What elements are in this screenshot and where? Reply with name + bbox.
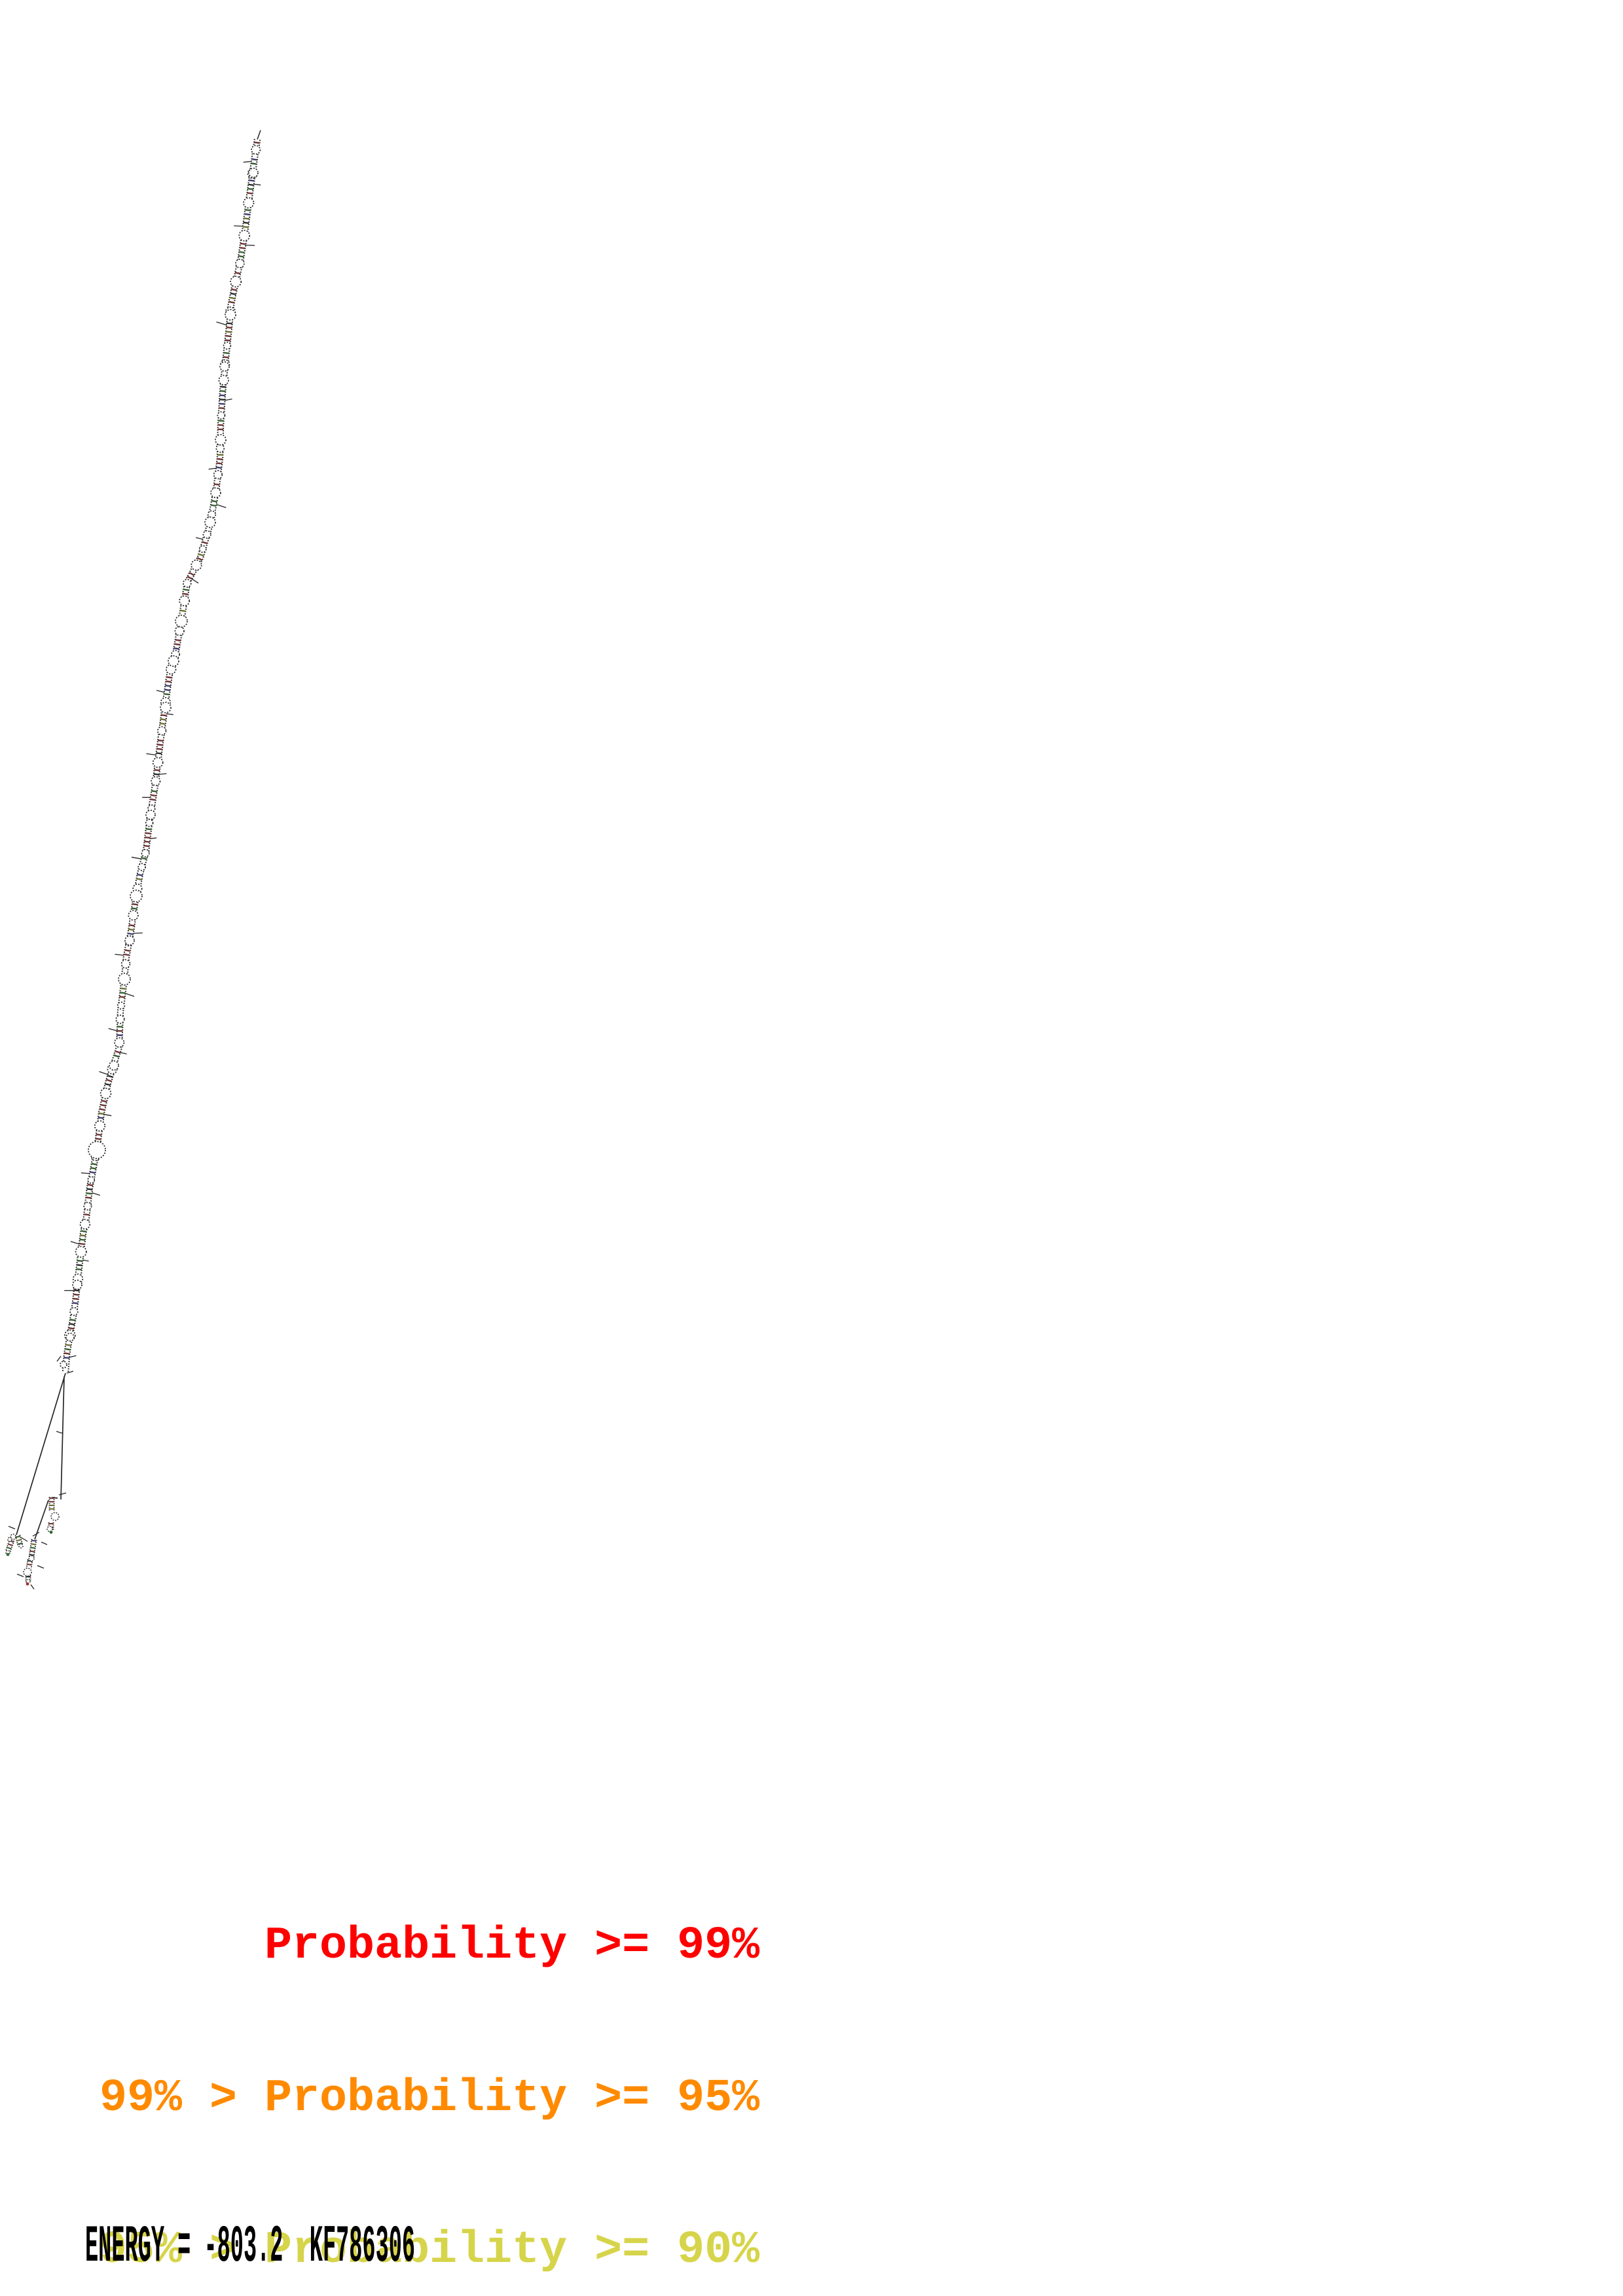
energy-label: ENERGY = -803.2 KF786306	[85, 2217, 416, 2277]
probability-legend: Probability >= 99% 99% > Probability >= …	[100, 1819, 759, 2296]
legend-row-prob-ge-99: Probability >= 99%	[264, 1920, 760, 1972]
legend-row-99-95: 99% > Probability >= 95%	[100, 2072, 760, 2125]
bottom-multibranch	[5, 1355, 74, 1590]
legend-row-95-90: 95% > Probability >= 90%	[100, 2225, 760, 2276]
main-helix	[60, 130, 261, 1373]
